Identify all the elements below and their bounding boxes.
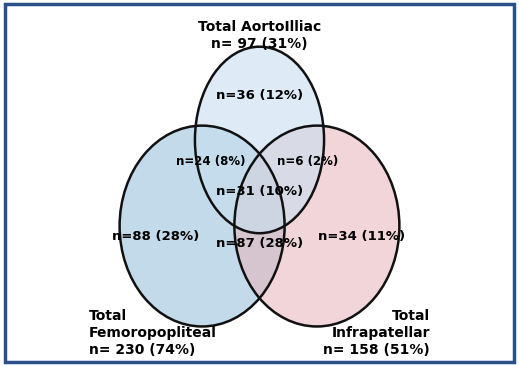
Text: n=34 (11%): n=34 (11%) bbox=[318, 230, 405, 243]
Text: n=87 (28%): n=87 (28%) bbox=[216, 238, 303, 250]
Text: Total AortoIlliac
n= 97 (31%): Total AortoIlliac n= 97 (31%) bbox=[198, 20, 321, 51]
Ellipse shape bbox=[235, 126, 400, 326]
Ellipse shape bbox=[195, 47, 324, 233]
Text: n=36 (12%): n=36 (12%) bbox=[216, 89, 303, 102]
Ellipse shape bbox=[119, 126, 284, 326]
Text: n=24 (8%): n=24 (8%) bbox=[176, 155, 246, 168]
Text: n=6 (2%): n=6 (2%) bbox=[277, 155, 338, 168]
Text: Total
Femoropopliteal
n= 230 (74%): Total Femoropopliteal n= 230 (74%) bbox=[89, 309, 217, 357]
Text: n=31 (10%): n=31 (10%) bbox=[216, 186, 303, 198]
Text: n=88 (28%): n=88 (28%) bbox=[112, 230, 199, 243]
Text: Total
Infrapatellar
n= 158 (51%): Total Infrapatellar n= 158 (51%) bbox=[323, 309, 430, 357]
